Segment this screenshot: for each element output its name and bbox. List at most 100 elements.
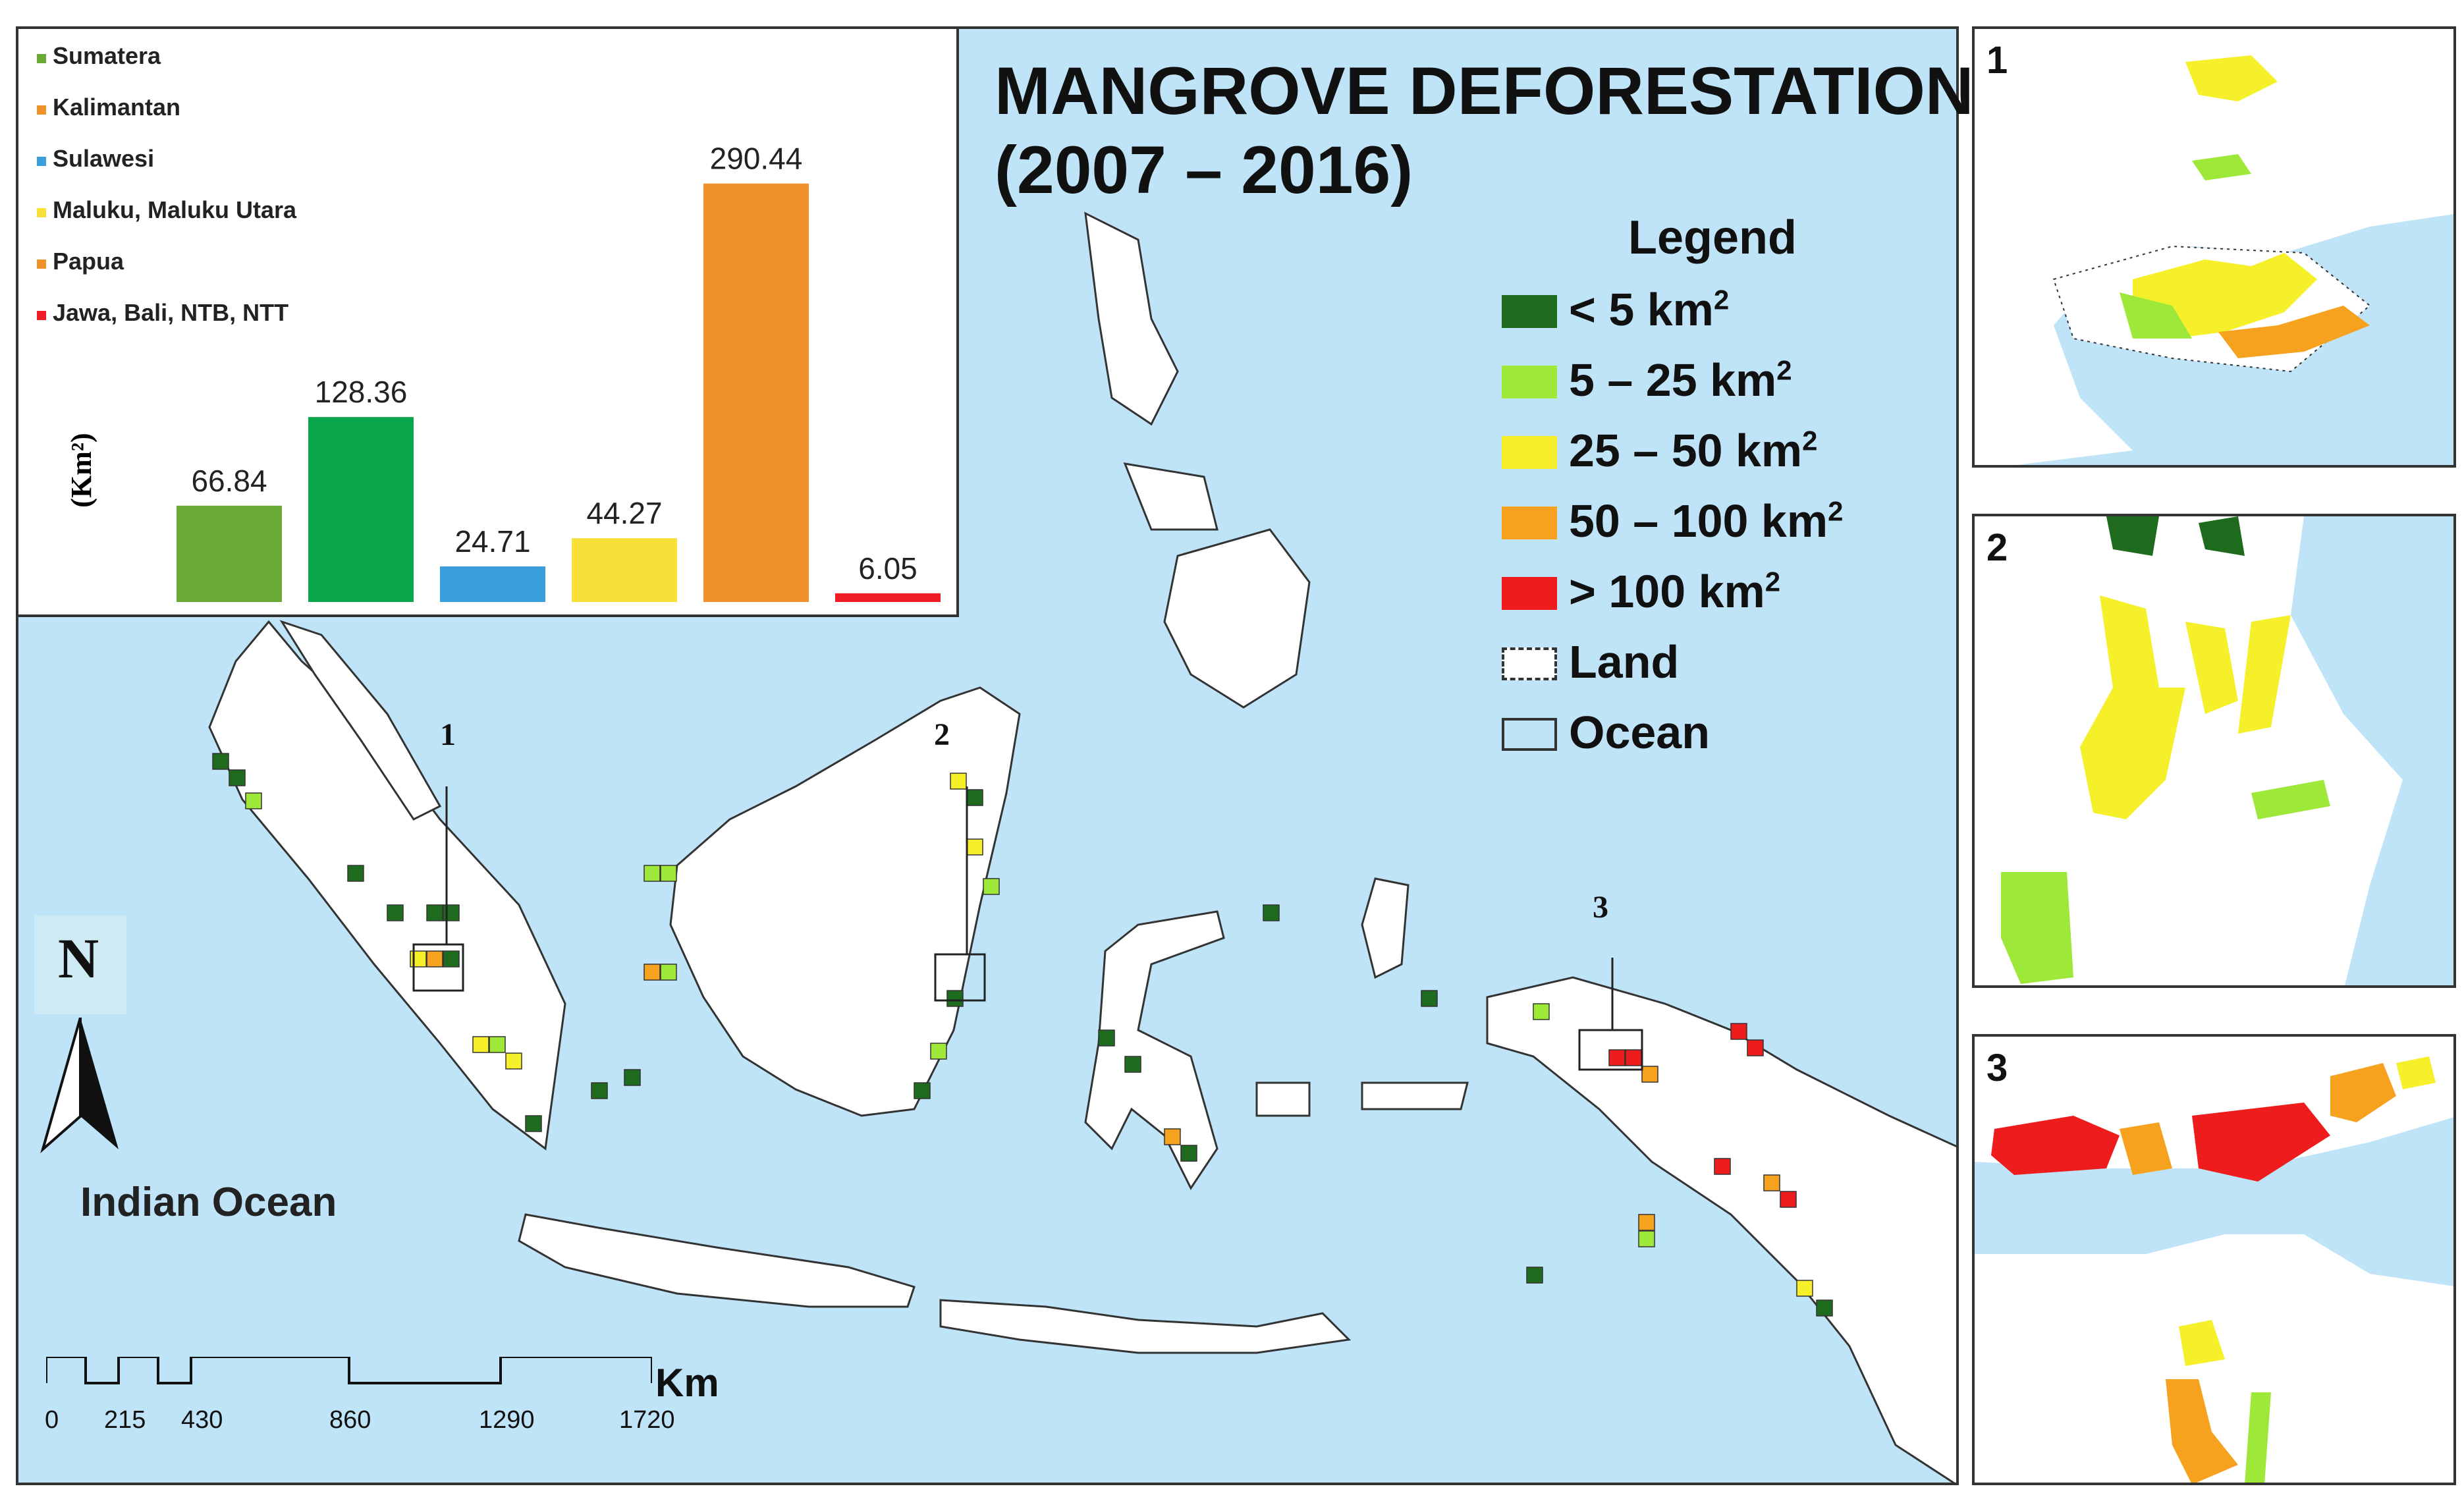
north-arrow-icon: [40, 1018, 119, 1153]
scale-tick: 860: [329, 1406, 371, 1434]
location-label-2: 2: [934, 717, 950, 752]
cell: [1180, 1145, 1197, 1162]
cell: [914, 1082, 931, 1099]
scale-bar: [46, 1357, 652, 1384]
cell: [1263, 904, 1280, 921]
legend-label: > 100 km2: [1569, 566, 1781, 617]
cell: [1124, 1056, 1141, 1073]
chart-bar: [835, 593, 941, 602]
inset-2-map: [2001, 516, 2453, 985]
chart-legend-marker: [37, 157, 46, 166]
scale-tick: 1720: [619, 1406, 675, 1434]
island-nusa-tenggara: [939, 1299, 1352, 1354]
chart-legend-marker: [37, 208, 46, 217]
cell: [966, 838, 983, 856]
inset-3-map: [1975, 1037, 2453, 1483]
chart-legend-marker: [37, 311, 46, 320]
cell: [1638, 1214, 1655, 1231]
chart-legend-label: Papua: [53, 248, 124, 275]
island-java: [518, 1213, 916, 1308]
cell: [525, 1115, 542, 1132]
island-malay-peninsula: [279, 620, 442, 821]
cell: [1533, 1003, 1550, 1020]
legend-swatch: [1502, 506, 1557, 539]
island-borneo: [669, 686, 1021, 1117]
cell: [347, 865, 364, 882]
cell: [245, 792, 262, 809]
legend-label: 25 – 50 km2: [1569, 425, 1818, 476]
cell: [660, 964, 677, 981]
chart-legend-label: Sulawesi: [53, 145, 154, 172]
legend-label: < 5 km2: [1569, 284, 1730, 335]
cell: [1796, 1280, 1813, 1297]
chart-data-label: 24.71: [454, 524, 530, 559]
cell: [1730, 1023, 1747, 1040]
inset-3: 3: [1972, 1034, 2456, 1485]
cell: [426, 904, 443, 921]
legend-label: Ocean: [1569, 707, 1710, 758]
cell: [426, 950, 443, 968]
legend-title: Legend: [1628, 211, 1797, 264]
bar-chart-panel: Sumatera Kalimantan Sulawesi Maluku, Maluku…: [16, 26, 959, 617]
cell: [1164, 1128, 1181, 1145]
cell: [505, 1052, 522, 1070]
island-mindanao: [1163, 528, 1311, 709]
chart-y-label: (Km²): [65, 433, 97, 507]
scale-tick: 0: [45, 1406, 59, 1434]
cell: [212, 753, 229, 770]
cell: [1641, 1066, 1658, 1083]
cell: [387, 904, 404, 921]
cell: [591, 1082, 608, 1099]
legend-swatch: [1502, 295, 1557, 328]
cell: [950, 773, 967, 790]
cell: [443, 950, 460, 968]
chart-data-label: 44.27: [586, 496, 662, 530]
island-visayas: [1123, 462, 1218, 531]
scale-tick: 215: [104, 1406, 146, 1434]
scale-unit: Km: [655, 1361, 719, 1405]
cell: [1638, 1230, 1655, 1247]
chart-legend-marker: [37, 105, 46, 115]
north-label: N: [58, 927, 99, 990]
chart-data-label: 290.44: [710, 142, 803, 176]
island-luzon: [1084, 211, 1179, 426]
chart-data-label: 128.36: [315, 375, 408, 409]
legend-label: 5 – 25 km2: [1569, 354, 1792, 406]
inset-1-map: [1975, 29, 2453, 465]
legend-swatch: [1502, 577, 1557, 610]
cell: [946, 990, 964, 1007]
cell: [983, 878, 1000, 895]
location-label-1: 1: [440, 717, 456, 752]
chart-legend-label: Jawa, Bali, NTB, NTT: [53, 299, 288, 326]
island-buru: [1255, 1081, 1311, 1117]
cell: [1816, 1299, 1833, 1317]
cell: [643, 964, 661, 981]
chart-data-label: 6.05: [858, 551, 917, 586]
cell: [472, 1036, 489, 1053]
legend-swatch: [1502, 436, 1557, 469]
location-box-2: [934, 953, 986, 1002]
island-sumatra: [208, 620, 566, 1151]
bar-chart: Sumatera Kalimantan Sulawesi Maluku, Maluku…: [37, 42, 941, 603]
legend-swatch: [1502, 366, 1557, 398]
cell: [1608, 1049, 1626, 1066]
chart-legend-marker: [37, 54, 46, 63]
cell: [489, 1036, 506, 1053]
scale-tick: 430: [181, 1406, 223, 1434]
island-seram: [1361, 1081, 1469, 1110]
cell: [1526, 1267, 1543, 1284]
location-box-1: [412, 943, 464, 992]
chart-data-label: 66.84: [191, 464, 267, 498]
legend-label: 50 – 100 km2: [1569, 495, 1844, 547]
cell: [1421, 990, 1438, 1007]
chart-legend-label: Sumatera: [53, 42, 161, 69]
map-svg: [208, 211, 1956, 1483]
inset-1-label: 1: [1986, 39, 2008, 82]
chart-bar: [308, 417, 414, 602]
cell: [229, 769, 246, 786]
cell: [1763, 1174, 1780, 1191]
chart-bar: [572, 538, 677, 602]
cell: [966, 789, 983, 806]
island-papua: [1486, 976, 1956, 1483]
north-box: [34, 915, 126, 1014]
